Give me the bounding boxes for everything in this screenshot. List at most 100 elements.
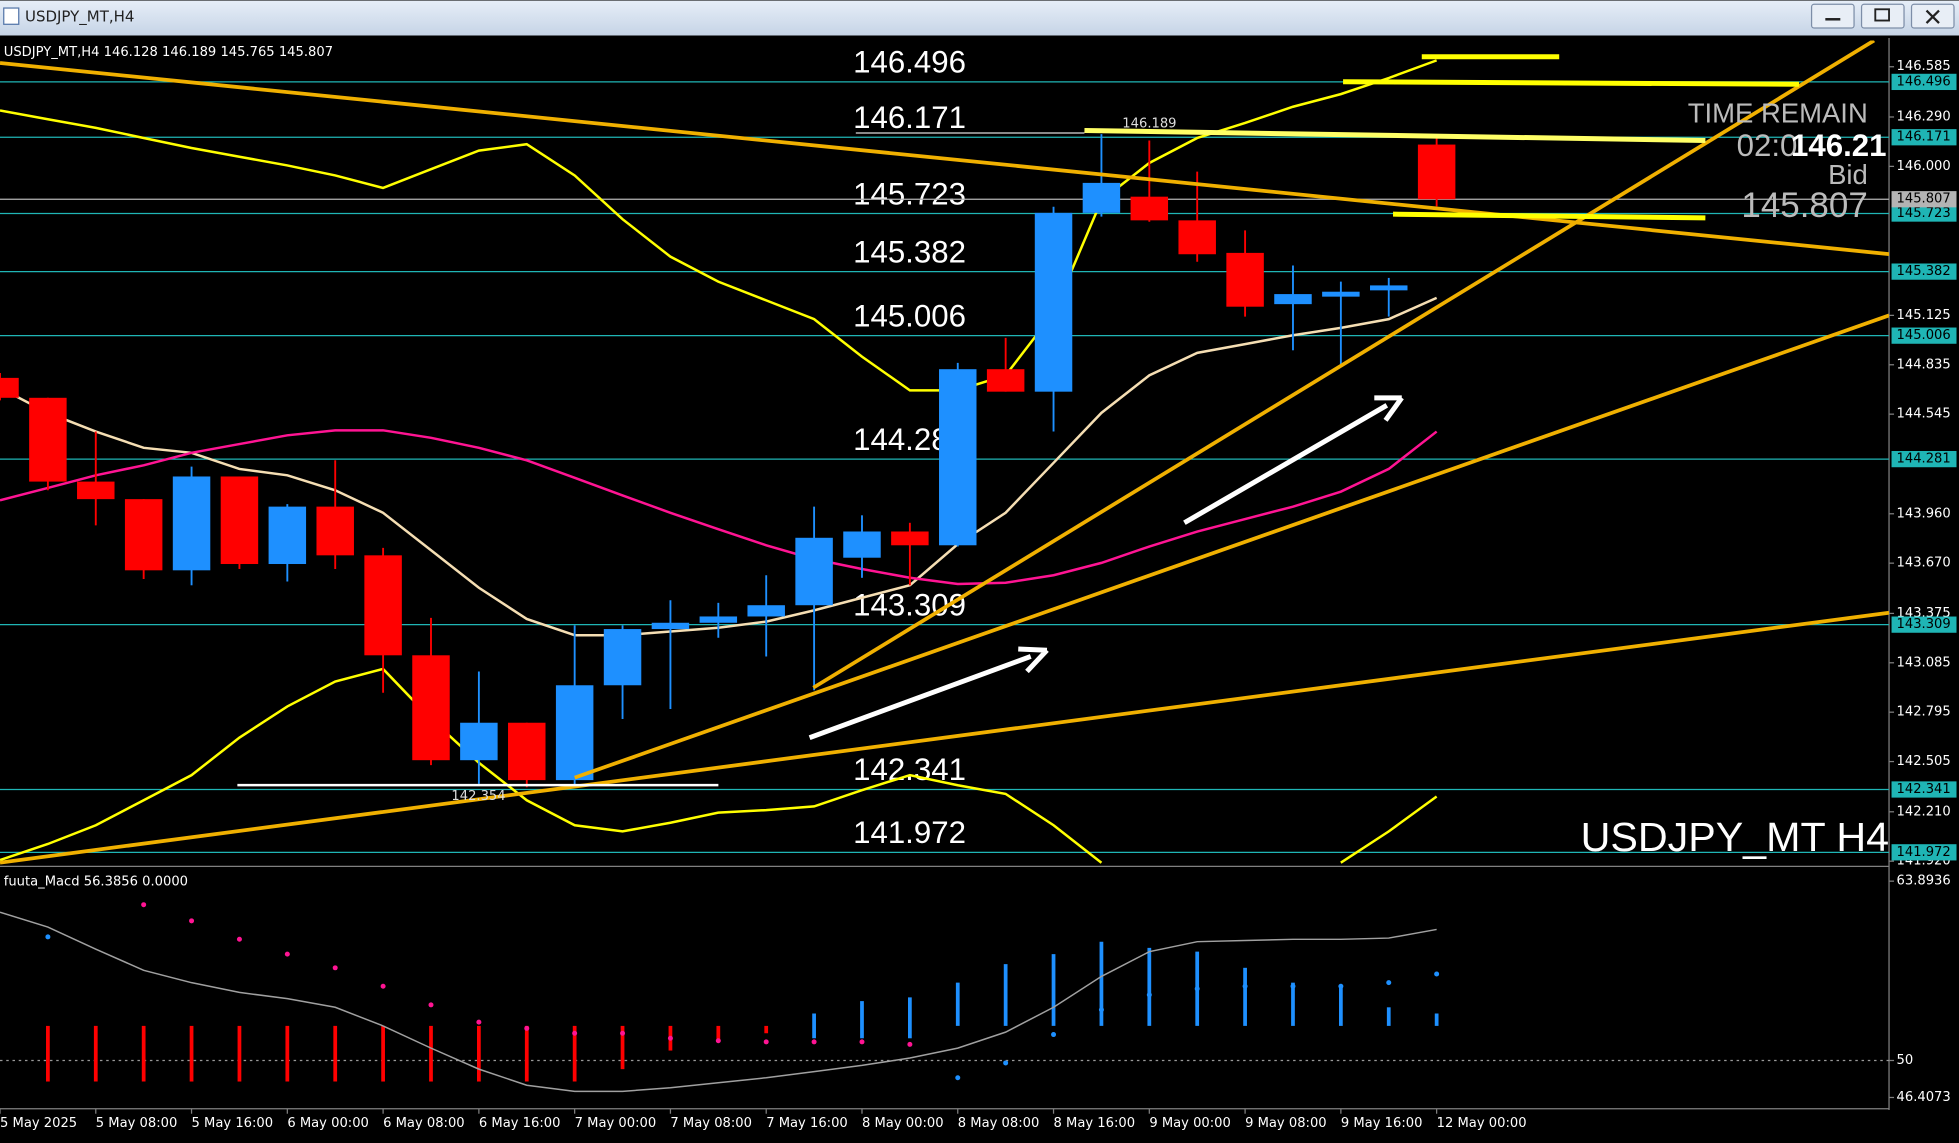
candle-body (508, 722, 546, 781)
indicator-header: fuuta_Macd 56.3856 0.0000 (4, 874, 188, 889)
x-tick-label: 9 May 16:00 (1341, 1116, 1423, 1131)
resistance-line (1343, 79, 1800, 87)
level-tag (1891, 327, 1957, 344)
level-tag-label: 145.006 (1897, 328, 1951, 343)
chart-header: USDJPY_MT,H4 146.128 146.189 145.765 145… (4, 44, 333, 59)
level-tag (1891, 263, 1957, 280)
level-tag (1891, 844, 1957, 861)
candle-body (268, 506, 307, 565)
signal-dot (1434, 971, 1440, 977)
x-tick-label: 5 May 2025 (0, 1116, 77, 1131)
x-tick-label: 9 May 08:00 (1245, 1116, 1327, 1131)
time-remain-value: 02:0 (1737, 128, 1798, 163)
signal-dot (284, 951, 290, 957)
candle-body (0, 377, 19, 398)
x-tick-label: 6 May 08:00 (383, 1116, 465, 1131)
candle-body (172, 476, 211, 571)
signal-dot (380, 983, 386, 989)
level-tag (1891, 129, 1957, 146)
indicator-line (0, 667, 1438, 864)
candle-body (986, 369, 1025, 392)
trend-line (0, 610, 1890, 865)
x-tick-label: 12 May 00:00 (1437, 1116, 1527, 1131)
symbol: USDJPY_MT,H4 (4, 44, 100, 59)
candle-body (412, 655, 450, 761)
level-tag-label: 145.723 (1897, 206, 1951, 221)
indicator-line (0, 429, 1438, 586)
level-tag-label: 144.281 (1897, 452, 1951, 467)
open-value: 146.128 (104, 44, 158, 59)
level-label: 145.006 (853, 298, 966, 333)
signal-dot (45, 934, 51, 940)
level-tag (1891, 450, 1957, 468)
candle-body (555, 685, 594, 781)
drawings (0, 40, 1890, 865)
candle-body (747, 605, 785, 617)
level-tag (1891, 616, 1957, 633)
candle-body (1178, 220, 1216, 255)
signal-dot (524, 1025, 530, 1031)
signal-dot (1194, 986, 1200, 992)
signal-dot (572, 1030, 578, 1036)
level-label: 146.496 (853, 45, 966, 80)
trend-line (812, 40, 1876, 690)
high-annotation: 146.189 (1122, 117, 1176, 132)
signal-dot (1003, 1060, 1009, 1066)
y-tick-label: 144.545 (1897, 407, 1951, 422)
indicator-line (0, 59, 1438, 392)
level-tag-label: 142.341 (1897, 782, 1951, 797)
candle-body (795, 537, 833, 606)
signal-dot (763, 1039, 769, 1045)
signal-dot (1290, 983, 1296, 989)
level-tag (1891, 205, 1957, 222)
x-tick-label: 6 May 00:00 (287, 1116, 369, 1131)
candle-body (1082, 182, 1121, 213)
y-tick-label: 144.835 (1897, 357, 1951, 372)
level-label: 142.341 (853, 752, 966, 787)
candle-body (843, 531, 881, 558)
signal-dot (955, 1075, 961, 1081)
candle-body (316, 506, 354, 556)
signal-dot (1242, 983, 1248, 989)
signal-dot (189, 918, 195, 924)
axes: 146.585 146.290 146.000 145.125 144.835 144.5… (0, 59, 1957, 1131)
x-tick-label: 5 May 08:00 (96, 1116, 178, 1131)
y-tick-label: 143.670 (1897, 556, 1951, 571)
candle-body (460, 722, 498, 761)
level-tag-label: 141.972 (1897, 845, 1951, 860)
y-tick-label: 143.085 (1897, 655, 1951, 670)
y-tick-label: 142.795 (1897, 705, 1951, 720)
minimize-button[interactable] (1810, 3, 1855, 29)
low-value: 145.765 (220, 44, 274, 59)
trend-line (574, 313, 1890, 780)
candle-body (364, 555, 402, 656)
window-buttons[interactable] (1810, 3, 1955, 29)
x-tick-label: 7 May 08:00 (670, 1116, 752, 1131)
x-tick-label: 6 May 16:00 (479, 1116, 561, 1131)
signal-dot (907, 1041, 913, 1047)
x-tick-label: 5 May 16:00 (192, 1116, 274, 1131)
signal-dot (811, 1039, 817, 1045)
indicator-panel (0, 902, 1890, 1093)
level-tag-label: 143.309 (1897, 617, 1951, 632)
signal-dot (715, 1038, 721, 1044)
title-bar (0, 0, 1959, 36)
level-label: 141.972 (853, 815, 966, 850)
y-tick-label: 146.290 (1897, 109, 1951, 124)
restore-button[interactable] (1860, 3, 1905, 29)
candle-body (29, 397, 67, 482)
level-tag (1891, 73, 1957, 91)
chart-background (0, 35, 1959, 1143)
signal-dot (1098, 1007, 1104, 1013)
signal-dot (476, 1019, 482, 1025)
time-remain-label: TIME REMAIN (1688, 98, 1868, 129)
indicator-name: fuuta_Macd (4, 874, 80, 889)
candle-body (603, 629, 642, 686)
bid-label: Bid (1828, 159, 1868, 190)
signal-dot (236, 936, 242, 942)
signal-dot (1386, 980, 1392, 986)
indicator-value: 56.3856 (84, 874, 138, 889)
candle-body (1034, 212, 1073, 392)
bid-value: 145.807 (1741, 186, 1867, 225)
